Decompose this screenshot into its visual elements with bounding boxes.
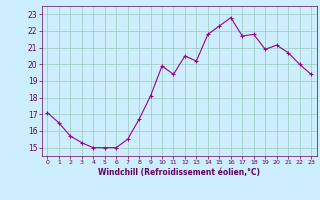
X-axis label: Windchill (Refroidissement éolien,°C): Windchill (Refroidissement éolien,°C) xyxy=(98,168,260,177)
